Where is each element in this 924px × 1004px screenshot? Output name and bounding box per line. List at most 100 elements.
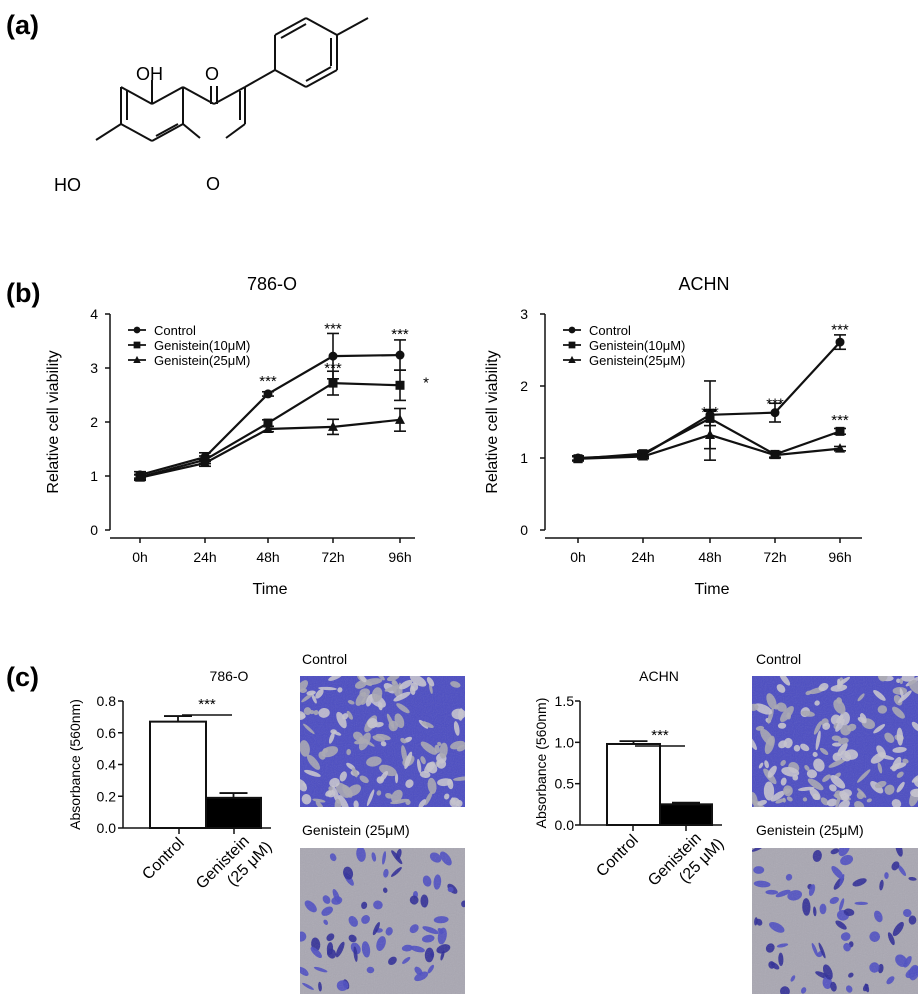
legend-marker (568, 355, 576, 363)
y-tick-label: 0.4 (97, 757, 117, 773)
data-point (263, 389, 273, 399)
bar (659, 803, 713, 826)
data-point (835, 337, 845, 347)
data-point (328, 351, 338, 361)
micrograph-image (752, 848, 918, 994)
data-point (263, 423, 273, 434)
x-tick-label: 96h (828, 549, 851, 565)
ring-o-label: O (206, 174, 220, 194)
data-point (638, 451, 648, 461)
y-tick-label: 4 (90, 306, 98, 322)
significance-stars: *** (651, 727, 669, 744)
bar-chart-786o: 786-O 0.0 0.2 0.4 0.6 0.8 Absorbance (560nm) Co… (67, 668, 275, 906)
y-tick-label: 0.0 (555, 817, 575, 833)
legend-marker (133, 326, 141, 334)
x-tick-label: 48h (256, 549, 279, 565)
significance-annotation: *** (324, 360, 342, 377)
data-point (328, 378, 338, 388)
y-tick-label: 1 (90, 468, 98, 484)
micrograph-caption: Genistein (25μM) (302, 822, 410, 838)
carbonyl-o-label: O (205, 64, 219, 84)
y-tick-label: 2 (90, 414, 98, 430)
micrograph-image (300, 848, 465, 994)
x-category-label: Genistein(25 μM) (645, 821, 727, 903)
significance-annotation: *** (259, 373, 277, 390)
genistein-structure (95, 17, 369, 142)
y-tick-label: 0.6 (97, 725, 117, 741)
x-tick-label: 24h (631, 549, 654, 565)
legend-label: Genistein(10μM) (589, 338, 685, 353)
micrograph-group: Control Genistein (25μM) Control Genistein … (300, 651, 918, 994)
data-point (395, 414, 405, 424)
y-tick-label: 3 (520, 306, 528, 322)
y-tick-label: 3 (90, 360, 98, 376)
micrograph-texture (752, 848, 918, 994)
significance-annotation: *** (766, 396, 784, 413)
y-tick-label: 1.0 (555, 734, 575, 750)
y-tick-label: 0.5 (555, 776, 575, 792)
data-point (395, 350, 405, 360)
data-point (705, 429, 715, 439)
x-axis-label: Time (695, 581, 730, 598)
legend-label: Genistein(10μM) (154, 338, 250, 353)
data-point (395, 380, 405, 390)
micrograph-image (752, 676, 918, 807)
significance-annotation: *** (391, 326, 409, 343)
legend-label: Control (589, 323, 631, 338)
significance-annotation: *** (701, 404, 719, 421)
significance-annotation: *** (324, 321, 342, 338)
bar (606, 742, 661, 827)
micrograph-image (300, 676, 465, 807)
data-point (200, 457, 210, 468)
line-chart-achn: ACHN 0 1 2 3 0h 24h 48h 72h 96h Time Relative cell … (484, 274, 862, 598)
micrograph-caption: Control (302, 651, 347, 667)
y-axis-label: Absorbance (560nm) (67, 699, 83, 830)
y-axis-label: Relative cell viability (45, 350, 62, 493)
chart-title: 786-O (210, 668, 249, 684)
data-point (573, 453, 583, 463)
ho-label-left: HO (54, 175, 81, 195)
line-chart-786o: 786-O 0 1 2 3 4 0h 24h 48h 72h 96h Time Relative cel… (45, 274, 429, 598)
significance-stars: *** (198, 696, 216, 713)
chart-title: ACHN (639, 668, 679, 684)
x-category-label: Control (139, 835, 187, 883)
oh-label-top: OH (136, 64, 163, 84)
y-tick-label: 0.2 (97, 788, 117, 804)
significance-annotation: *** (831, 412, 849, 429)
y-tick-label: 2 (520, 378, 528, 394)
legend-marker (133, 355, 141, 363)
panel-label-b: (b) (6, 278, 40, 308)
data-point (835, 426, 845, 436)
x-axis-label: Time (253, 581, 288, 598)
y-tick-label: 0 (90, 522, 98, 538)
significance-annotation: * (423, 375, 429, 392)
data-point (135, 472, 145, 482)
legend-marker (568, 326, 576, 334)
y-tick-label: 1 (520, 450, 528, 466)
micrograph-caption: Genistein (25μM) (756, 822, 864, 838)
panel-label-a: (a) (6, 10, 39, 40)
x-category-label: Control (593, 832, 641, 880)
legend-marker (133, 341, 141, 349)
panel-label-c: (c) (6, 662, 39, 692)
chart-title: ACHN (678, 274, 729, 294)
legend-marker (568, 341, 576, 349)
legend-label: Genistein(25μM) (154, 353, 250, 368)
micrograph-texture (300, 676, 465, 807)
x-tick-label: 0h (132, 549, 148, 565)
y-tick-label: 1.5 (555, 693, 575, 709)
y-tick-label: 0.8 (97, 693, 117, 709)
x-category-label: Genistein(25 μM) (193, 824, 275, 906)
x-tick-label: 0h (570, 549, 586, 565)
x-tick-label: 96h (388, 549, 411, 565)
x-tick-label: 24h (193, 549, 216, 565)
y-axis-label: Relative cell viability (484, 350, 501, 493)
chart-title: 786-O (247, 274, 297, 294)
y-tick-label: 0 (520, 522, 528, 538)
significance-annotation: *** (831, 321, 849, 338)
bar-chart-achn: ACHN 0.0 0.5 1.0 1.5 Absorbance (560nm) Contro… (533, 668, 727, 903)
micrograph-texture (752, 676, 918, 807)
micrograph-texture (300, 848, 465, 994)
micrograph-caption: Control (756, 651, 801, 667)
